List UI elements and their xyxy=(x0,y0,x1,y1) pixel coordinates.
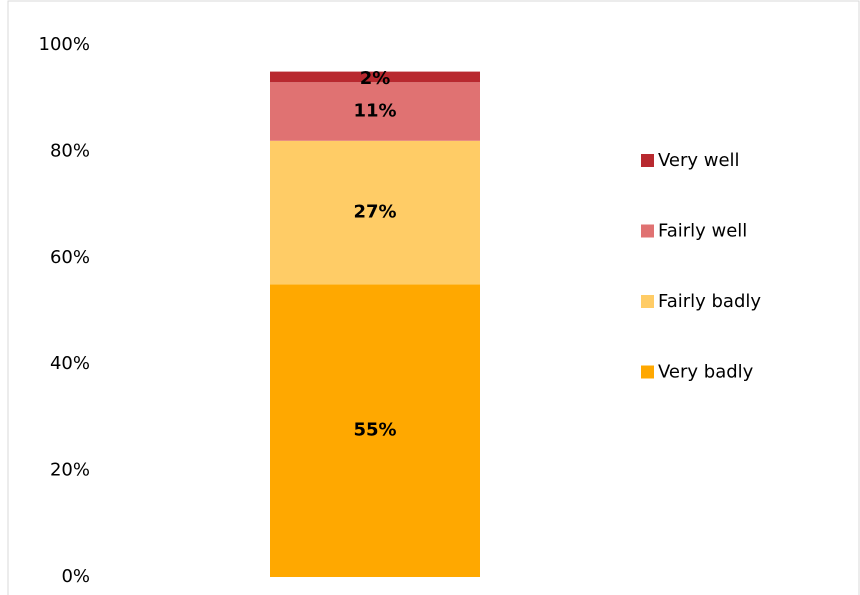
value-label: 2% xyxy=(360,68,391,89)
value-label: 27% xyxy=(353,202,396,223)
legend-label: Very well xyxy=(658,150,740,171)
bar-segment xyxy=(270,71,480,83)
legend-swatch xyxy=(641,295,654,308)
bar-segment xyxy=(270,140,480,285)
legend-label: Fairly badly xyxy=(658,291,761,312)
y-tick-label: 20% xyxy=(50,460,90,481)
legend-label: Very badly xyxy=(658,362,754,383)
legend-label: Fairly well xyxy=(658,221,747,242)
legend-swatch xyxy=(641,154,654,167)
y-tick-label: 60% xyxy=(50,247,90,268)
y-tick-label: 40% xyxy=(50,353,90,374)
legend-swatch xyxy=(641,365,654,379)
bar-segment xyxy=(270,82,480,141)
legend-swatch xyxy=(641,224,654,238)
bar-segment xyxy=(270,284,480,577)
value-label: 11% xyxy=(353,101,396,122)
y-tick-label: 0% xyxy=(61,566,90,587)
y-tick-label: 80% xyxy=(50,140,90,161)
y-tick-label: 100% xyxy=(39,34,90,55)
chart-border xyxy=(7,0,860,595)
value-label: 55% xyxy=(353,420,396,441)
